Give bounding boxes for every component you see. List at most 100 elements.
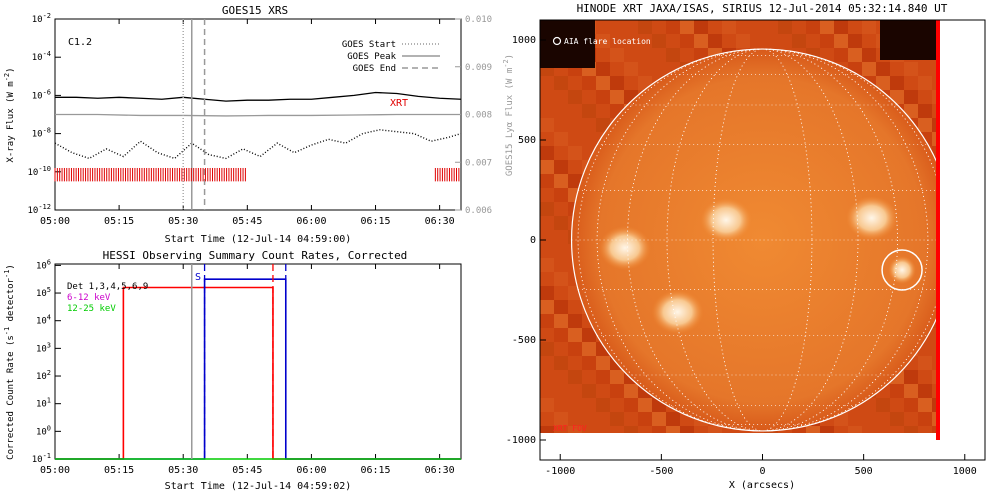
goes-y-tick-base: 10 <box>32 130 43 140</box>
xrt-bg-block <box>568 342 582 356</box>
hessi-panel: HESSI Observing Summary Count Rates, Cor… <box>3 249 462 492</box>
xrt-bg-block <box>932 90 938 104</box>
goes-y-tick-exp: -6 <box>43 88 51 96</box>
xrt-bg-block <box>890 76 904 90</box>
goes-y-label-text: X-ray Flux (W m <box>6 81 16 162</box>
hessi-y-tick-exp: 4 <box>47 314 51 322</box>
xrt-bottom-strip <box>540 433 938 440</box>
xrt-bg-block <box>638 412 652 426</box>
xrt-bg-block <box>596 90 610 104</box>
hessi-title: HESSI Observing Summary Count Rates, Cor… <box>103 249 408 262</box>
xrt-bg-block <box>932 412 938 426</box>
xrt-bg-block <box>806 20 820 34</box>
active-region <box>845 196 898 240</box>
xrt-bg-block <box>610 384 624 398</box>
goes-y-tick-base: 10 <box>28 168 39 178</box>
hessi-y-tick-base: 10 <box>36 372 47 382</box>
xrt-bg-block <box>918 356 932 370</box>
xrt-bg-block <box>554 328 568 342</box>
xrt-bg-block <box>792 34 806 48</box>
xrt-bg-block <box>610 90 624 104</box>
xrt-bg-block <box>582 356 596 370</box>
xrt-bg-block <box>582 328 596 342</box>
goes-y-tick-exp: -2 <box>43 12 51 20</box>
xrt-bg-block <box>554 272 568 286</box>
goes-y-tick-label: 10-2 <box>32 12 51 25</box>
hessi-y-tick-exp: 5 <box>47 286 51 294</box>
xrt-bg-block <box>554 216 568 230</box>
xrt-image <box>540 20 938 440</box>
goes-y-tick-label: 10-8 <box>32 127 51 140</box>
goes-series-line-0 <box>55 91 462 102</box>
xrt-bg-block <box>596 370 610 384</box>
xrt-bg-block <box>708 34 722 48</box>
xrt-y-tick-label: -500 <box>512 335 536 346</box>
goes-legend-label: GOES End <box>353 64 396 74</box>
xrt-bg-block <box>890 384 904 398</box>
hessi-y-tick-base: 10 <box>36 261 47 271</box>
goes-xrs-panel: GOES15 XRS 05:00 05:15 05:30 05:45 06:00 06:1… <box>3 4 515 245</box>
xrt-bg-block <box>568 90 582 104</box>
xrt-bg-block <box>596 398 610 412</box>
goes-y2-tick-label: 0.007 <box>465 158 492 168</box>
hessi-y-tick-label: 100 <box>36 424 51 437</box>
hessi-x-ticks: 05:00 05:15 05:30 05:45 06:00 06:15 06:30 <box>40 264 455 476</box>
goes-y2-tick-label: 0.009 <box>465 63 492 73</box>
xrt-bg-block <box>540 300 554 314</box>
xrt-corner-dark-tl <box>540 20 595 68</box>
hessi-y-tick-base: 10 <box>36 317 47 327</box>
xrt-bg-block <box>624 384 638 398</box>
hessi-y-tick-base: 10 <box>36 427 47 437</box>
hessi-y-tick-label: 103 <box>36 341 51 354</box>
xrt-bg-block <box>918 412 932 426</box>
xrt-bg-block <box>932 398 938 412</box>
xrt-bg-block <box>610 412 624 426</box>
hessi-y-tick-exp: 1 <box>47 397 51 405</box>
xrt-bg-block <box>554 76 568 90</box>
goes-xrt-coverage <box>54 167 460 182</box>
xrt-bg-block <box>876 62 890 76</box>
xrt-bg-block <box>540 202 554 216</box>
hessi-y-tick-label: 104 <box>36 314 51 327</box>
goes-y-tick-exp: -4 <box>43 50 51 58</box>
goes-x-tick-label: 05:30 <box>168 216 198 227</box>
xrt-x-tick-label: -1000 <box>545 466 575 477</box>
goes-x-ticks: 05:00 05:15 05:30 05:45 06:00 06:15 06:30 <box>40 19 455 227</box>
xrt-bg-block <box>554 300 568 314</box>
aia-legend-label: AIA flare location <box>564 37 651 46</box>
xrt-bg-block <box>568 328 582 342</box>
xrt-bg-block <box>554 160 568 174</box>
hessi-x-tick-label: 05:30 <box>168 465 198 476</box>
goes-y-label-end: ) <box>6 67 16 72</box>
xrt-bg-block <box>694 34 708 48</box>
xrt-bg-block <box>624 62 638 76</box>
goes-y2-label-end: ) <box>505 54 515 59</box>
aia-flare-location-circle <box>881 249 923 291</box>
hessi-series-group <box>55 278 461 460</box>
xrt-y-tick-label: -1000 <box>506 435 536 446</box>
xrt-bg-block <box>568 370 582 384</box>
hessi-legend-entry: 6-12 keV <box>67 293 111 303</box>
xrt-bg-block <box>918 398 932 412</box>
xrt-bg-block <box>848 34 862 48</box>
goes-x-tick-label: 06:15 <box>360 216 390 227</box>
hessi-y-tick-base: 10 <box>32 455 43 465</box>
xrt-x-tick-label: -500 <box>649 466 673 477</box>
xrt-bg-block <box>680 34 694 48</box>
xrt-bg-block <box>932 132 938 146</box>
xrt-bg-block <box>638 20 652 34</box>
hessi-x-tick-label: 06:15 <box>360 465 390 476</box>
goes-y-tick-base: 10 <box>32 15 43 25</box>
xrt-bg-block <box>596 76 610 90</box>
goes-series-line-2 <box>54 129 462 160</box>
xrt-bg-block <box>722 20 736 34</box>
hessi-y-tick-exp: 0 <box>47 424 51 432</box>
xrt-bg-block <box>834 48 848 62</box>
goes-flare-class: C1.2 <box>68 37 92 48</box>
goes-y-tick-label: 10-6 <box>32 88 51 101</box>
goes-legend-label: GOES Start <box>342 40 396 50</box>
xrt-bg-block <box>918 104 932 118</box>
goes-y-tick-exp: -12 <box>38 203 51 211</box>
